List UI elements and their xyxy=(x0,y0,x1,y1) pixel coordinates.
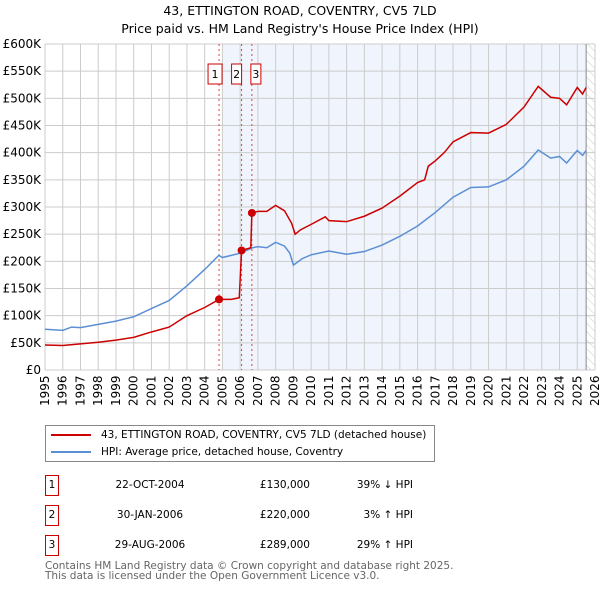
x-tick-label: 2022 xyxy=(517,375,531,406)
price-chart: £0 £50K £100K £150K £200K £250K £300K £350K £400… xyxy=(3,37,600,406)
chart-title: 43, ETTINGTON ROAD, COVENTRY, CV5 7LD Pr… xyxy=(0,2,600,38)
y-tick-label: £50K xyxy=(10,336,42,350)
sale-point xyxy=(237,246,246,255)
legend: 43, ETTINGTON ROAD, COVENTRY, CV5 7LD (d… xyxy=(45,425,435,462)
x-tick-label: 2010 xyxy=(304,375,318,406)
x-tick-label: 2002 xyxy=(162,375,176,406)
marker-box: 2 xyxy=(45,505,59,526)
hpi-diff: 29% ↑ HPI xyxy=(356,539,413,551)
legend-label: 43, ETTINGTON ROAD, COVENTRY, CV5 7LD (d… xyxy=(101,428,427,441)
x-tick-label: 2021 xyxy=(499,375,513,406)
marker-box: 3 xyxy=(45,535,59,556)
y-tick-label: £600K xyxy=(3,37,43,51)
x-tick-label: 2004 xyxy=(198,375,212,406)
x-tick-label: 1999 xyxy=(109,375,123,406)
price: £289,000 xyxy=(259,539,310,551)
x-tick-label: 2012 xyxy=(340,375,354,406)
x-tick-label: 1998 xyxy=(91,375,105,406)
x-tick-label: 2007 xyxy=(251,375,265,406)
y-tick-label: £400K xyxy=(3,146,43,160)
x-tick-label: 2026 xyxy=(588,375,600,406)
annotation-box xyxy=(250,63,262,85)
footer: Contains HM Land Registry data © Crown c… xyxy=(45,560,454,582)
y-tick-label: £0 xyxy=(26,363,41,377)
series-line xyxy=(44,85,587,347)
date: 29-AUG-2006 xyxy=(114,539,186,551)
y-tick-label: £300K xyxy=(3,200,43,214)
x-tick-label: 2006 xyxy=(233,375,247,406)
footer-line1: Contains HM Land Registry data © Crown c… xyxy=(45,560,454,572)
legend-label: HPI: Average price, detached house, Cove… xyxy=(101,445,344,458)
marker-box: 1 xyxy=(45,475,59,496)
x-tick-label: 2014 xyxy=(375,375,389,406)
x-tick-label: 2011 xyxy=(322,375,336,406)
series-line xyxy=(44,148,587,332)
annotation-label: 1 xyxy=(212,68,219,81)
hpi-diff: 39% ↓ HPI xyxy=(356,479,413,491)
legend-swatch-blue xyxy=(51,450,91,453)
x-tick-label: 1995 xyxy=(38,375,52,406)
footer-line2: This data is licensed under the Open Gov… xyxy=(45,570,380,582)
x-tick-label: 2018 xyxy=(446,375,460,406)
price: £220,000 xyxy=(259,509,310,521)
x-tick-label: 2016 xyxy=(411,375,425,406)
x-tick-label: 2020 xyxy=(482,375,496,406)
date: 30-JAN-2006 xyxy=(116,509,184,521)
sale-point xyxy=(247,208,256,217)
annotation-label: 3 xyxy=(252,68,259,81)
x-tick-label: 2001 xyxy=(144,375,158,406)
x-tick-label: 2015 xyxy=(393,375,407,406)
x-tick-label: 2000 xyxy=(127,375,141,406)
y-tick-label: £450K xyxy=(3,119,43,133)
x-tick-label: 2025 xyxy=(570,375,584,406)
x-tick-label: 2009 xyxy=(286,375,300,406)
legend-item-property: 43, ETTINGTON ROAD, COVENTRY, CV5 7LD (d… xyxy=(51,426,426,443)
y-tick-label: £550K xyxy=(3,64,43,78)
y-tick-label: £150K xyxy=(3,282,43,296)
x-tick-label: 2005 xyxy=(215,375,229,406)
x-tick-label: 2013 xyxy=(357,375,371,406)
y-tick-label: £100K xyxy=(3,309,43,323)
x-tick-label: 2003 xyxy=(180,375,194,406)
legend-swatch-red xyxy=(51,433,91,436)
y-tick-label: £200K xyxy=(3,254,43,268)
x-tick-label: 2024 xyxy=(553,375,567,406)
annotation-box xyxy=(231,63,243,85)
x-tick-label: 2023 xyxy=(535,375,549,406)
date: 22-OCT-2004 xyxy=(115,479,185,491)
annotation-label: 2 xyxy=(233,68,240,81)
sale-point xyxy=(215,295,224,304)
x-tick-label: 2008 xyxy=(269,375,283,406)
x-tick-label: 1997 xyxy=(73,375,87,406)
x-tick-label: 2019 xyxy=(464,375,478,406)
annotation-box xyxy=(207,63,223,85)
y-tick-label: £500K xyxy=(3,91,43,105)
y-tick-label: £250K xyxy=(3,227,43,241)
title-line1: 43, ETTINGTON ROAD, COVENTRY, CV5 7LD xyxy=(163,3,437,18)
x-tick-label: 2017 xyxy=(428,375,442,406)
x-tick-label: 1996 xyxy=(56,375,70,406)
y-tick-label: £350K xyxy=(3,173,43,187)
hpi-diff: 3% ↑ HPI xyxy=(363,509,413,521)
title-line2: Price paid vs. HM Land Registry's House … xyxy=(121,21,479,36)
legend-item-hpi: HPI: Average price, detached house, Cove… xyxy=(51,443,343,460)
price: £130,000 xyxy=(259,479,310,491)
